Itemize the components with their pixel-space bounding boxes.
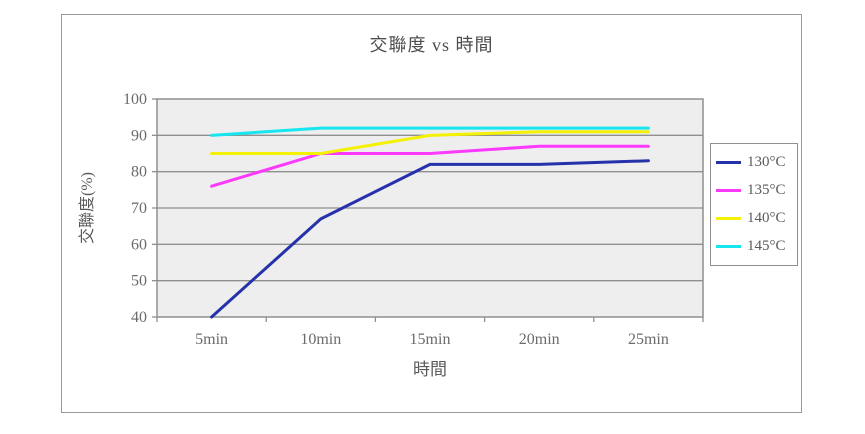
legend-label: 130°C	[747, 153, 786, 170]
legend-row: 145°C	[716, 238, 792, 255]
x-tick-label: 5min	[195, 331, 228, 348]
x-tick-label: 10min	[300, 331, 341, 348]
legend-row: 140°C	[716, 210, 792, 227]
y-tick-label: 60	[131, 236, 147, 253]
series-line-145-c	[210, 126, 650, 137]
legend-label: 140°C	[747, 210, 786, 227]
x-tick-label: 20min	[519, 331, 560, 348]
y-tick-label: 90	[131, 127, 147, 144]
y-tick-label: 40	[131, 309, 147, 326]
x-tick-label: 15min	[410, 331, 451, 348]
legend-swatch	[716, 217, 741, 221]
legend-label: 145°C	[747, 238, 786, 255]
legend-label: 135°C	[747, 181, 786, 198]
series-line-130-c	[210, 159, 650, 319]
y-tick-label: 80	[131, 164, 147, 181]
x-tick-label: 25min	[628, 331, 669, 348]
y-tick-label: 100	[123, 91, 147, 108]
legend-swatch	[716, 188, 741, 192]
chart-title: 交聯度 vs 時間	[369, 35, 494, 55]
y-tick-label: 70	[131, 200, 147, 217]
legend-swatch	[716, 160, 741, 164]
legend-row: 135°C	[716, 182, 792, 199]
legend: 130°C 135°C 140°C 145°C	[710, 143, 798, 266]
legend-swatch	[716, 245, 741, 249]
series-line-135-c	[210, 144, 650, 188]
x-axis-title: 時間	[413, 360, 447, 379]
legend-row: 130°C	[716, 154, 792, 171]
series-line-140-c	[210, 130, 650, 155]
y-tick-label: 50	[131, 273, 147, 290]
y-axis-title: 交聯度(%)	[78, 172, 96, 244]
chart-frame: 交聯度 vs 時間 100 90 80 70 60 50 40 5min 10min 15min 2…	[61, 14, 802, 413]
